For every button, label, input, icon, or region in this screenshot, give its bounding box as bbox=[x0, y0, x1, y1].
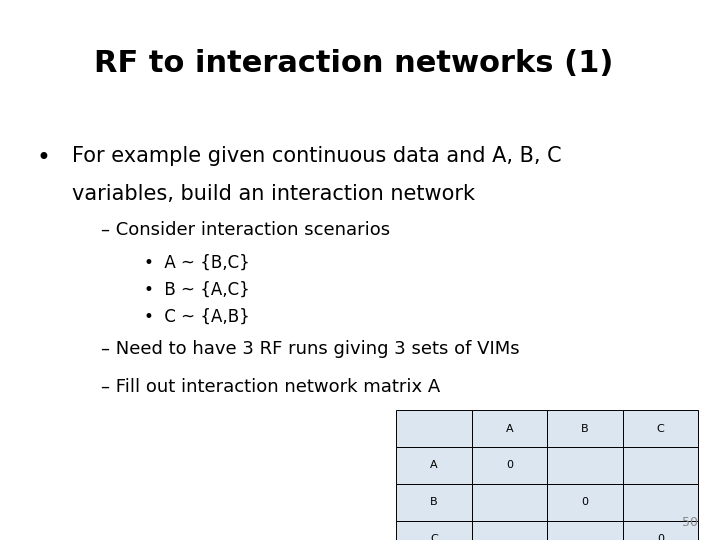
Bar bbox=[472, 447, 547, 484]
Bar bbox=[396, 447, 472, 484]
Text: 50: 50 bbox=[683, 516, 698, 529]
Text: C: C bbox=[657, 424, 665, 434]
Bar bbox=[396, 521, 472, 540]
Text: •  A ~ {B,C}: • A ~ {B,C} bbox=[144, 254, 250, 272]
Text: •  B ~ {A,C}: • B ~ {A,C} bbox=[144, 281, 250, 299]
Bar bbox=[547, 484, 623, 521]
Bar bbox=[472, 484, 547, 521]
Text: 0: 0 bbox=[506, 461, 513, 470]
Text: B: B bbox=[581, 424, 589, 434]
Text: – Fill out interaction network matrix A: – Fill out interaction network matrix A bbox=[101, 378, 440, 396]
Text: A: A bbox=[505, 424, 513, 434]
Text: •: • bbox=[36, 146, 50, 170]
Bar bbox=[547, 521, 623, 540]
Bar bbox=[472, 410, 547, 447]
Bar bbox=[623, 447, 698, 484]
Text: variables, build an interaction network: variables, build an interaction network bbox=[72, 184, 475, 204]
Text: A: A bbox=[430, 461, 438, 470]
Text: C: C bbox=[430, 534, 438, 540]
Text: For example given continuous data and A, B, C: For example given continuous data and A,… bbox=[72, 146, 562, 166]
Bar bbox=[396, 484, 472, 521]
Bar bbox=[472, 521, 547, 540]
Text: B: B bbox=[430, 497, 438, 507]
Bar bbox=[623, 484, 698, 521]
Text: 0: 0 bbox=[657, 534, 664, 540]
Bar bbox=[547, 410, 623, 447]
Text: – Need to have 3 RF runs giving 3 sets of VIMs: – Need to have 3 RF runs giving 3 sets o… bbox=[101, 340, 519, 358]
Bar bbox=[623, 410, 698, 447]
Text: – Consider interaction scenarios: – Consider interaction scenarios bbox=[101, 221, 390, 239]
Text: 0: 0 bbox=[582, 497, 588, 507]
Bar bbox=[396, 410, 472, 447]
Text: RF to interaction networks (1): RF to interaction networks (1) bbox=[94, 49, 613, 78]
Bar bbox=[547, 447, 623, 484]
Bar bbox=[623, 521, 698, 540]
Text: •  C ~ {A,B}: • C ~ {A,B} bbox=[144, 308, 250, 326]
